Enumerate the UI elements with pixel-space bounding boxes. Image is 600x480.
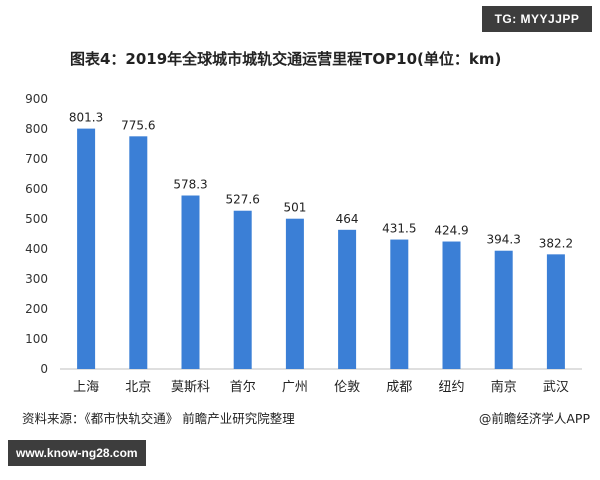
data-label: 501 <box>283 201 306 215</box>
y-tick-label: 400 <box>25 242 48 256</box>
y-tick-label: 100 <box>25 332 48 346</box>
bar-chart: 0 100 200 300 400 500 600 700 800 900 801.3 上海 775.6… <box>25 92 582 395</box>
source-note: 资料来源：《都市快轨交通》 前瞻产业研究院整理 <box>22 411 295 426</box>
url-badge: www.know-ng28.com <box>8 440 146 466</box>
data-label: 578.3 <box>173 178 207 192</box>
bar-1 <box>77 128 96 369</box>
y-tick-label: 200 <box>25 302 48 316</box>
bar-6 <box>338 229 357 369</box>
y-tick-label: 700 <box>25 152 48 166</box>
data-label: 424.9 <box>434 224 468 238</box>
bar-4 <box>233 210 252 369</box>
x-tick-label: 上海 <box>73 380 99 395</box>
data-label: 431.5 <box>382 222 416 236</box>
x-tick-label: 武汉 <box>543 380 569 395</box>
data-label: 394.3 <box>487 233 521 247</box>
x-tick-label: 首尔 <box>230 380 256 395</box>
chart-title: 图表4：2019年全球城市城轨交通运营里程TOP10(单位：km) <box>70 50 502 68</box>
bar-3 <box>181 195 200 369</box>
y-tick-label: 600 <box>25 182 48 196</box>
x-tick-label: 纽约 <box>438 380 464 395</box>
x-tick-label: 伦敦 <box>334 379 360 395</box>
y-tick-label: 800 <box>25 122 48 136</box>
data-label: 464 <box>336 212 359 226</box>
y-tick-label: 500 <box>25 212 48 226</box>
bar-8 <box>442 241 461 369</box>
bar-9 <box>494 250 513 369</box>
data-label: 382.2 <box>539 236 573 250</box>
bar-5 <box>285 218 304 369</box>
data-label: 775.6 <box>121 118 155 132</box>
x-tick-label: 成都 <box>386 380 412 395</box>
bar-10 <box>546 254 565 369</box>
channel-badge: TG: MYYJJPP <box>482 6 592 32</box>
bar-2 <box>129 136 148 369</box>
y-tick-label: 900 <box>25 92 48 106</box>
x-tick-label: 莫斯科 <box>171 380 210 395</box>
chart-area: 0 100 200 300 400 500 600 700 800 900 801.3 上海 775.6… <box>8 80 592 402</box>
bar-7 <box>390 239 409 369</box>
x-tick-label: 广州 <box>282 380 308 395</box>
brand-credit: @前瞻经济学人APP <box>478 411 590 426</box>
data-label: 801.3 <box>69 111 103 125</box>
x-tick-label: 南京 <box>491 379 517 395</box>
y-tick-label: 300 <box>25 272 48 286</box>
x-tick-label: 北京 <box>125 380 151 395</box>
y-tick-label: 0 <box>40 362 48 376</box>
data-label: 527.6 <box>226 193 260 207</box>
